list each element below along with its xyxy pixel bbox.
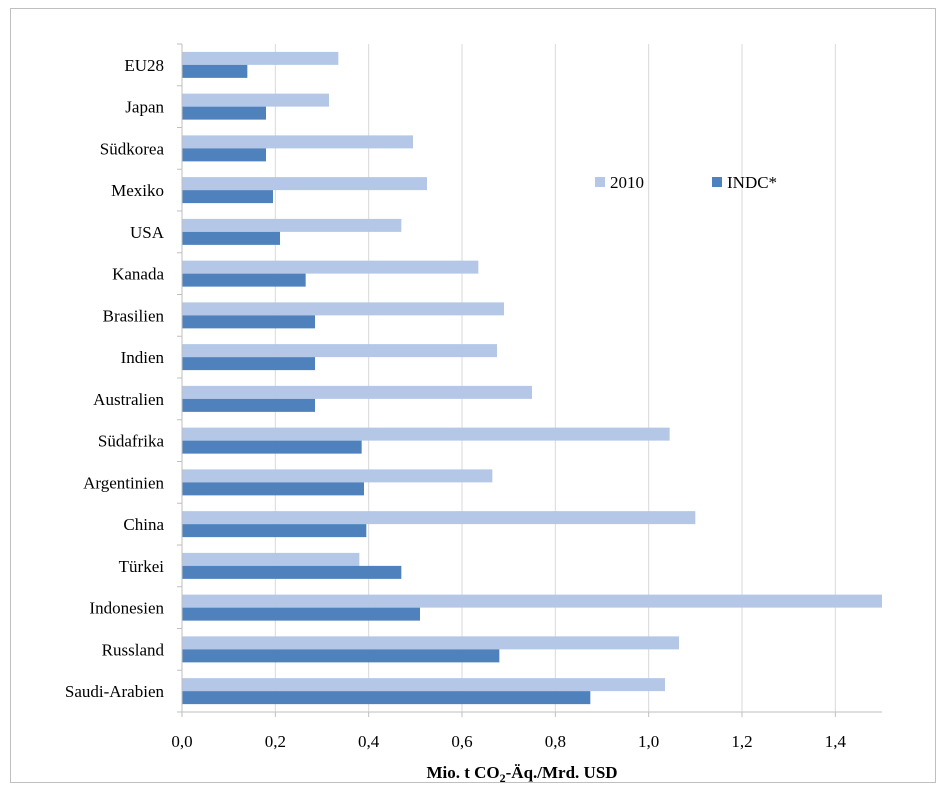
bar-indc-4	[182, 231, 280, 245]
bar-indc-10	[182, 482, 364, 496]
bar-2010-13	[182, 594, 882, 608]
bar-2010-12	[182, 552, 360, 566]
bar-2010-9	[182, 427, 670, 441]
category-label: USA	[130, 223, 165, 242]
legend-swatch-indc	[712, 177, 722, 187]
category-label: Australien	[93, 390, 164, 409]
legend-label-2010: 2010	[610, 173, 644, 192]
x-tick-label: 0,6	[451, 732, 472, 751]
bar-2010-4	[182, 218, 402, 232]
bar-2010-7	[182, 344, 497, 358]
category-label: Südafrika	[98, 432, 165, 451]
bar-2010-15	[182, 678, 665, 692]
bar-indc-7	[182, 357, 315, 371]
category-label: Südkorea	[100, 139, 165, 158]
bar-2010-5	[182, 260, 479, 274]
x-tick-label: 1,0	[638, 732, 659, 751]
category-label: Saudi-Arabien	[65, 682, 165, 701]
bar-indc-5	[182, 273, 306, 287]
x-tick-label: 1,4	[825, 732, 847, 751]
axes	[177, 43, 882, 717]
category-labels: EU28 Japan Südkorea Mexiko USA Kanada Brasilie…	[65, 56, 165, 701]
category-label: Indonesien	[89, 599, 164, 618]
bar-indc-13	[182, 607, 420, 621]
bar-indc-3	[182, 190, 273, 204]
category-label: Kanada	[112, 265, 164, 284]
bar-2010-0	[182, 51, 339, 65]
x-tick-label: 0,0	[171, 732, 192, 751]
bar-indc-12	[182, 565, 402, 579]
bar-2010-8	[182, 385, 532, 399]
bar-2010-10	[182, 469, 493, 483]
bar-indc-9	[182, 440, 362, 454]
x-tick-label: 0,4	[358, 732, 380, 751]
x-tick-label: 0,2	[265, 732, 286, 751]
bar-indc-8	[182, 398, 315, 412]
category-label: Indien	[121, 348, 165, 367]
bar-indc-0	[182, 64, 248, 78]
category-label: Japan	[125, 98, 164, 117]
category-label: China	[123, 515, 164, 534]
x-tick-label: 0,8	[545, 732, 566, 751]
bar-2010-14	[182, 636, 679, 650]
bar-2010-11	[182, 511, 696, 525]
category-label: Türkei	[119, 557, 165, 576]
bar-2010-2	[182, 135, 413, 149]
bar-2010-6	[182, 302, 504, 316]
category-label: Brasilien	[103, 306, 165, 325]
bar-2010-1	[182, 93, 329, 107]
chart-frame	[10, 8, 936, 783]
legend-swatch-2010	[595, 177, 605, 187]
x-tick-label: 1,2	[731, 732, 752, 751]
category-label: Mexiko	[111, 181, 164, 200]
legend-label-indc: INDC*	[727, 173, 777, 192]
category-label: Argentinien	[83, 473, 164, 492]
bar-indc-1	[182, 106, 266, 120]
bar-indc-6	[182, 315, 315, 329]
bar-indc-15	[182, 691, 591, 705]
category-label: Russland	[102, 640, 165, 659]
bar-indc-2	[182, 148, 266, 162]
bars	[182, 51, 882, 705]
category-label: EU28	[124, 56, 164, 75]
bar-indc-11	[182, 524, 367, 538]
x-tick-labels: 0,0 0,2 0,4 0,6 0,8 1,0 1,2 1,4	[171, 732, 846, 751]
legend: 2010 INDC*	[595, 173, 777, 192]
x-axis-title: Mio. t CO2-Äq./Mrd. USD	[426, 763, 617, 785]
bar-2010-3	[182, 177, 427, 191]
bar-indc-14	[182, 649, 500, 663]
